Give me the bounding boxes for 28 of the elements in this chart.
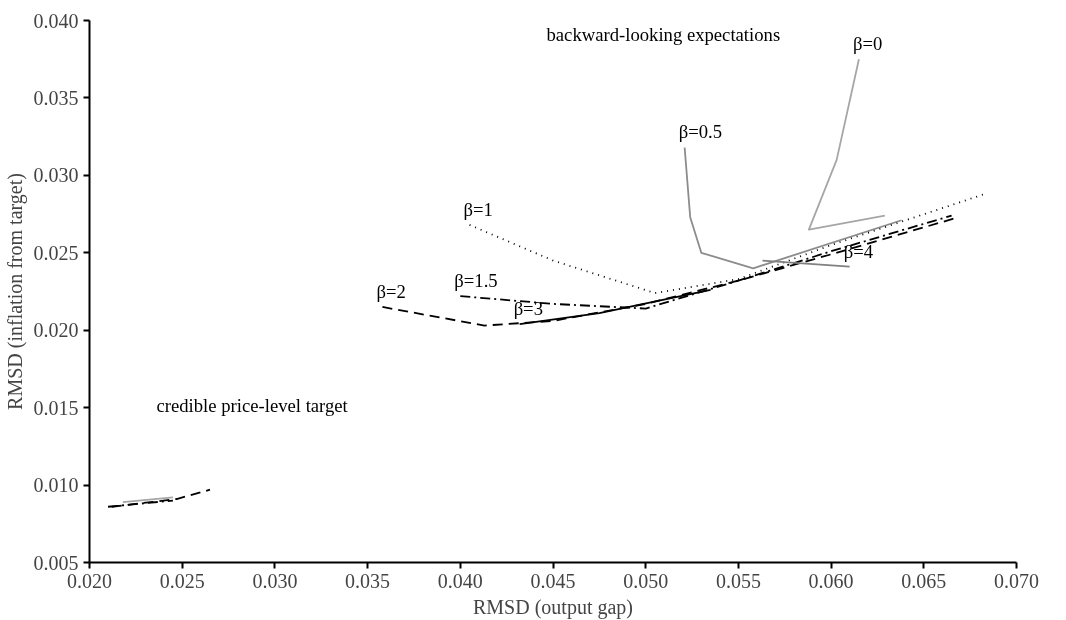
y-tick-label: 0.020 bbox=[33, 319, 79, 342]
y-tick-label: 0.010 bbox=[33, 474, 79, 497]
x-tick-label: 0.030 bbox=[252, 569, 298, 592]
x-axis-title: RMSD (output gap) bbox=[473, 595, 633, 619]
y-tick-label: 0.035 bbox=[33, 86, 79, 109]
y-tick-label: 0.040 bbox=[33, 9, 79, 32]
x-tick-label: 0.055 bbox=[715, 569, 761, 592]
y-tick-label: 0.030 bbox=[33, 164, 79, 187]
x-tick-label: 0.035 bbox=[345, 569, 391, 592]
x-tick-label: 0.065 bbox=[901, 569, 947, 592]
annotation: β=3 bbox=[513, 298, 543, 320]
annotation: credible price-level target bbox=[156, 395, 349, 416]
x-tick-label: 0.050 bbox=[623, 569, 669, 592]
x-tick-label: 0.045 bbox=[530, 569, 576, 592]
y-axis-title: RMSD (inflation from target) bbox=[3, 173, 27, 410]
annotation: β=1 bbox=[463, 198, 493, 220]
annotation: β=4 bbox=[843, 240, 874, 262]
y-tick-label: 0.015 bbox=[33, 396, 79, 419]
annotation: β=0.5 bbox=[678, 121, 722, 143]
x-tick-label: 0.040 bbox=[437, 569, 483, 592]
annotation: β=2 bbox=[376, 280, 406, 302]
annotation: β=0 bbox=[852, 33, 883, 55]
annotation: β=1.5 bbox=[454, 270, 498, 292]
x-tick-label: 0.070 bbox=[994, 569, 1039, 592]
y-tick-label: 0.025 bbox=[33, 241, 79, 264]
x-tick-label: 0.060 bbox=[808, 569, 854, 592]
annotation: backward-looking expectations bbox=[546, 24, 781, 45]
x-tick-label: 0.025 bbox=[159, 569, 205, 592]
